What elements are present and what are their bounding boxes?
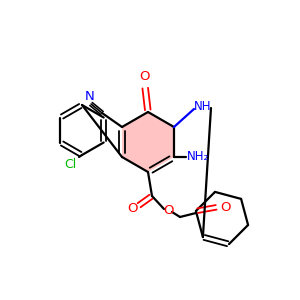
Text: O: O [140, 70, 150, 83]
Text: NH₂: NH₂ [187, 149, 209, 163]
Text: Cl: Cl [64, 158, 76, 170]
Text: O: O [127, 202, 137, 215]
Text: NH: NH [194, 100, 212, 112]
Text: O: O [164, 203, 174, 217]
Text: N: N [85, 89, 95, 103]
Text: O: O [221, 200, 231, 214]
Polygon shape [122, 112, 174, 172]
